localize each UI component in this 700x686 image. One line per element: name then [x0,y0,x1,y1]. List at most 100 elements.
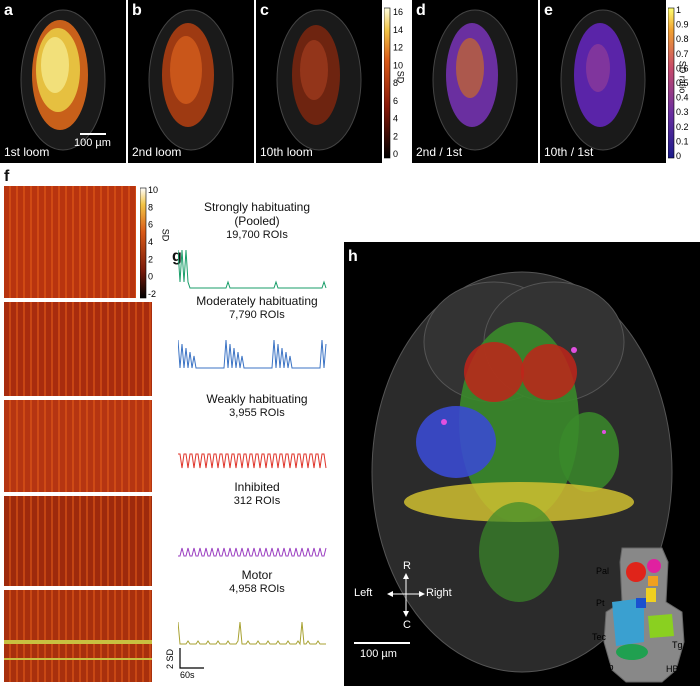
panel-h-letter: h [348,248,358,265]
colorbar-f-tick: 8 [148,202,153,212]
heatmap-block [4,186,136,298]
panel-c-caption: 10th loom [260,145,313,159]
heatmap-block [4,590,152,682]
colorbar-sd-tick: 16 [393,7,403,17]
colorbar-f-tick: -2 [148,289,156,299]
heatmap-highlight-line [4,658,152,660]
cluster-trace [178,453,327,469]
region-label: Pt [596,598,605,608]
compass-right: Right [426,587,452,599]
trace-line [178,547,327,557]
panel-f-letter: f [4,168,10,185]
cluster-name: Weakly habituating [206,392,308,406]
g-scale-x: 60s [180,670,195,680]
panel-b-letter: b [132,2,142,19]
scalebar-h [354,642,410,644]
trace-line [178,621,326,646]
brain-map-c [276,9,362,151]
cluster-count: 3,955 ROIs [229,407,285,419]
g-scale-y: 2 SD [165,648,176,670]
panel-b-caption: 2nd loom [132,145,182,159]
cluster-trace [178,547,327,557]
colorbar-sd-tick: 2 [393,131,398,141]
cluster-count: 312 ROIs [233,495,281,507]
trace-line [178,453,327,469]
brain-map-h [371,271,673,673]
colorbar-f-tick: 4 [148,237,153,247]
colorbar-sd-tick: 4 [393,114,398,124]
cluster-title: Inhibited 312 ROIs [172,480,342,508]
colorbar-sd-tick: 6 [393,96,398,106]
panel-a-letter: a [4,2,13,19]
panel-d-letter: d [416,2,426,19]
colorbar-ratio-tick: 0.6 [676,63,689,73]
panel-b: b 2nd loom [128,0,254,163]
region-label: Sp [668,556,679,566]
colorbar-ratio-tick: 1 [676,5,681,15]
brain-map-e [560,9,646,151]
brain-map-a [20,9,106,151]
colorbar-f-tick: 2 [148,254,153,264]
scalebar-a-label: 100 µm [74,137,111,149]
cluster-trace [178,249,327,289]
panel-a: a 1st loom 100 µm [0,0,126,163]
colorbar-ratio-tick: 0.4 [676,93,689,103]
colorbar-sd-tick: 14 [393,25,403,35]
cluster-name: Motor [241,568,273,582]
cluster-title: Strongly habituating (Pooled) 19,700 ROIs [172,200,342,242]
compass-left: Left [354,587,373,599]
cluster-count: 7,790 ROIs [229,309,285,321]
colorbar-ratio-label: SD ratio [677,60,688,94]
g-scalebar [179,648,204,669]
compass-down: C [403,619,411,631]
colorbar-ratio: 1 0.9 0.8 0.7 0.6 0.5 0.4 0.3 0.2 0.1 0 [668,5,689,161]
cluster-title: Weakly habituating 3,955 ROIs [172,392,342,420]
panel-h: h R C Left Right 100 µm Sp Pal Hb Pt Th Tec Tg… [344,242,700,686]
colorbar-sd-tick: 0 [393,149,398,159]
colorbar-f-label: SD [160,228,171,242]
cluster-name: Moderately habituating [196,294,318,308]
panel-e-caption: 10th / 1st [544,145,594,159]
colorbar-ratio-tick: 0.5 [676,78,689,88]
heatmap-block [4,400,152,492]
heatmap-highlight-line [4,640,152,644]
heatmap-block [4,302,152,396]
cluster-trace [178,339,327,369]
panel-c-letter: c [260,2,269,19]
colorbar-sd: 16 14 12 10 8 6 4 2 0 [384,7,403,159]
colorbar-f-tick: 0 [148,272,153,282]
panel-e: e 10th / 1st [540,0,666,163]
colorbar-ratio-tick: 0.2 [676,122,689,132]
panel-c: c 10th loom [256,0,382,163]
colorbar-ratio-tick: 0.7 [676,49,689,59]
region-schematic: Sp Pal Hb Pt Th Tec Tg Cb HB [592,547,685,683]
colorbar-ratio-tick: 0 [676,151,681,161]
cluster-name: Inhibited [234,480,280,494]
cluster-title: Motor 4,958 ROIs [172,568,342,596]
scalebar-a [80,133,106,135]
colorbar-ratio-tick: 0.9 [676,20,689,30]
region-label: Pal [596,566,609,576]
panel-f-heatmaps [4,186,152,686]
region-label: Tg [672,640,683,650]
panel-d-caption: 2nd / 1st [416,145,463,159]
colorbar-sd-tick: 10 [393,60,403,70]
colorbar-f-tick: 10 [148,186,158,195]
colorbar-sd-tick: 8 [393,78,398,88]
panel-g-letter: g [172,248,182,265]
region-label: Cb [602,662,614,672]
cluster-title: Moderately habituating 7,790 ROIs [172,294,342,322]
region-label: HB [666,664,679,674]
brain-map-d [432,9,518,151]
orientation-compass [387,573,425,617]
scalebar-h-label: 100 µm [360,648,397,660]
trace-line [178,249,327,289]
cluster-name-2: (Pooled) [234,214,280,228]
colorbar-sd-tick: 12 [393,43,403,53]
region-label: Tec [592,632,607,642]
region-label: Th [674,598,685,608]
cluster-count: 19,700 ROIs [226,229,288,241]
panel-e-letter: e [544,2,553,19]
colorbar-ratio-tick: 0.1 [676,136,689,146]
region-label: Hb [672,580,684,590]
